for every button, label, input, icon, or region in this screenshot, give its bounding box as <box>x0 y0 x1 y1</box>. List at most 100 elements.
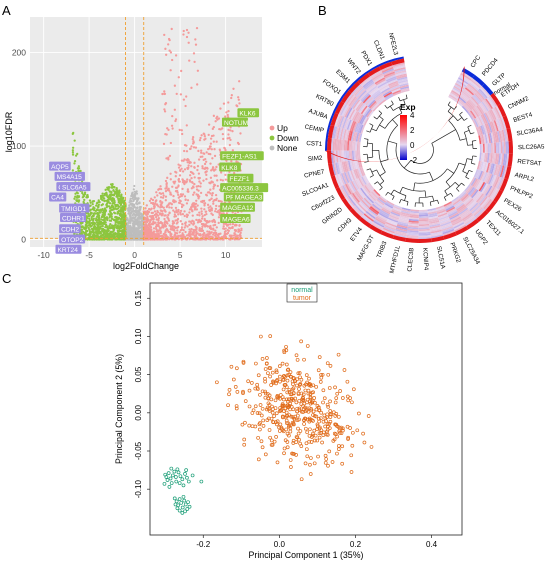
up-point <box>160 193 162 195</box>
tumor-point <box>332 411 335 414</box>
tumor-point <box>326 464 329 467</box>
up-point <box>186 124 188 126</box>
down-point <box>109 206 111 208</box>
tumor-point <box>314 434 317 437</box>
down-point <box>105 224 107 226</box>
gene-label-text: AQP5 <box>51 164 69 171</box>
tumor-point <box>367 415 370 418</box>
up-point <box>210 177 212 179</box>
x-tick-label: 0.2 <box>350 540 362 549</box>
up-point <box>156 203 158 205</box>
dendrogram <box>363 95 477 207</box>
gene-label: NOTUM <box>222 118 248 127</box>
tumor-point <box>285 411 288 414</box>
up-point <box>202 229 204 231</box>
up-point <box>175 175 177 177</box>
up-point <box>155 199 157 201</box>
up-point <box>182 33 184 35</box>
dendrogram-branch <box>379 116 383 119</box>
dendrogram-branch <box>459 112 462 115</box>
tumor-point <box>275 435 278 438</box>
up-point <box>229 139 231 141</box>
up-point <box>169 231 171 233</box>
up-point <box>171 28 173 30</box>
up-point <box>191 205 193 207</box>
down-point <box>114 212 116 214</box>
none-point <box>136 190 138 192</box>
down-point <box>105 234 107 236</box>
normal-point <box>175 500 178 503</box>
up-point <box>156 194 158 196</box>
up-point <box>231 94 233 96</box>
up-point <box>177 164 179 166</box>
down-point <box>99 227 101 229</box>
down-point <box>118 189 120 191</box>
up-point <box>195 230 197 232</box>
up-point <box>186 150 188 152</box>
tumor-point <box>341 445 344 448</box>
down-point <box>110 197 112 199</box>
down-point <box>117 198 119 200</box>
none-point <box>128 219 130 221</box>
up-point <box>149 208 151 210</box>
dendrogram-branch <box>461 183 464 185</box>
gene-label-text: KRT24 <box>57 247 78 254</box>
tumor-point <box>337 444 340 447</box>
gene-name: PHLPP2 <box>509 185 534 201</box>
dendrogram-branch <box>469 170 473 172</box>
down-point <box>115 204 117 206</box>
heatmap-legend-tick: 2 <box>410 126 415 135</box>
up-point <box>214 234 216 236</box>
up-point <box>161 235 163 237</box>
down-point <box>100 195 102 197</box>
legend-key <box>270 136 275 141</box>
up-point <box>223 225 225 227</box>
up-point <box>176 222 178 224</box>
tumor-point <box>257 458 260 461</box>
up-point <box>178 76 180 78</box>
up-point <box>212 188 214 190</box>
tumor-point <box>258 412 261 415</box>
up-point <box>175 118 177 120</box>
down-point <box>96 202 98 204</box>
up-point <box>165 234 167 236</box>
up-point <box>210 143 212 145</box>
up-point <box>150 202 152 204</box>
tumor-point <box>350 454 353 457</box>
dendrogram-branch <box>379 125 385 128</box>
up-point <box>186 216 188 218</box>
dendrogram-branch <box>368 157 373 158</box>
up-point <box>201 213 203 215</box>
down-point <box>93 209 95 211</box>
up-point <box>222 138 224 140</box>
down-point <box>77 196 79 198</box>
up-point <box>224 233 226 235</box>
up-point <box>163 233 165 235</box>
up-point <box>211 135 213 137</box>
up-point <box>190 177 192 179</box>
up-point <box>231 130 233 132</box>
up-point <box>218 128 220 130</box>
up-point <box>193 206 195 208</box>
tumor-point <box>351 431 354 434</box>
down-point <box>114 234 116 236</box>
up-point <box>153 205 155 207</box>
dendrogram-branch <box>381 159 389 161</box>
normal-point <box>180 501 183 504</box>
down-point <box>97 216 99 218</box>
tumor-point <box>341 397 344 400</box>
gene-name: PEX26 <box>502 197 523 213</box>
x-tick-label: -0.2 <box>196 540 210 549</box>
normal-point <box>176 468 179 471</box>
none-point <box>132 200 134 202</box>
up-point <box>215 194 217 196</box>
dendrogram-branch <box>471 163 475 164</box>
dendrogram-branch <box>407 202 408 206</box>
gene-label: MAGEA3 <box>233 192 263 201</box>
up-point <box>198 177 200 179</box>
legend-normal: normal <box>291 287 313 294</box>
tumor-point <box>232 378 235 381</box>
down-point <box>111 184 113 186</box>
